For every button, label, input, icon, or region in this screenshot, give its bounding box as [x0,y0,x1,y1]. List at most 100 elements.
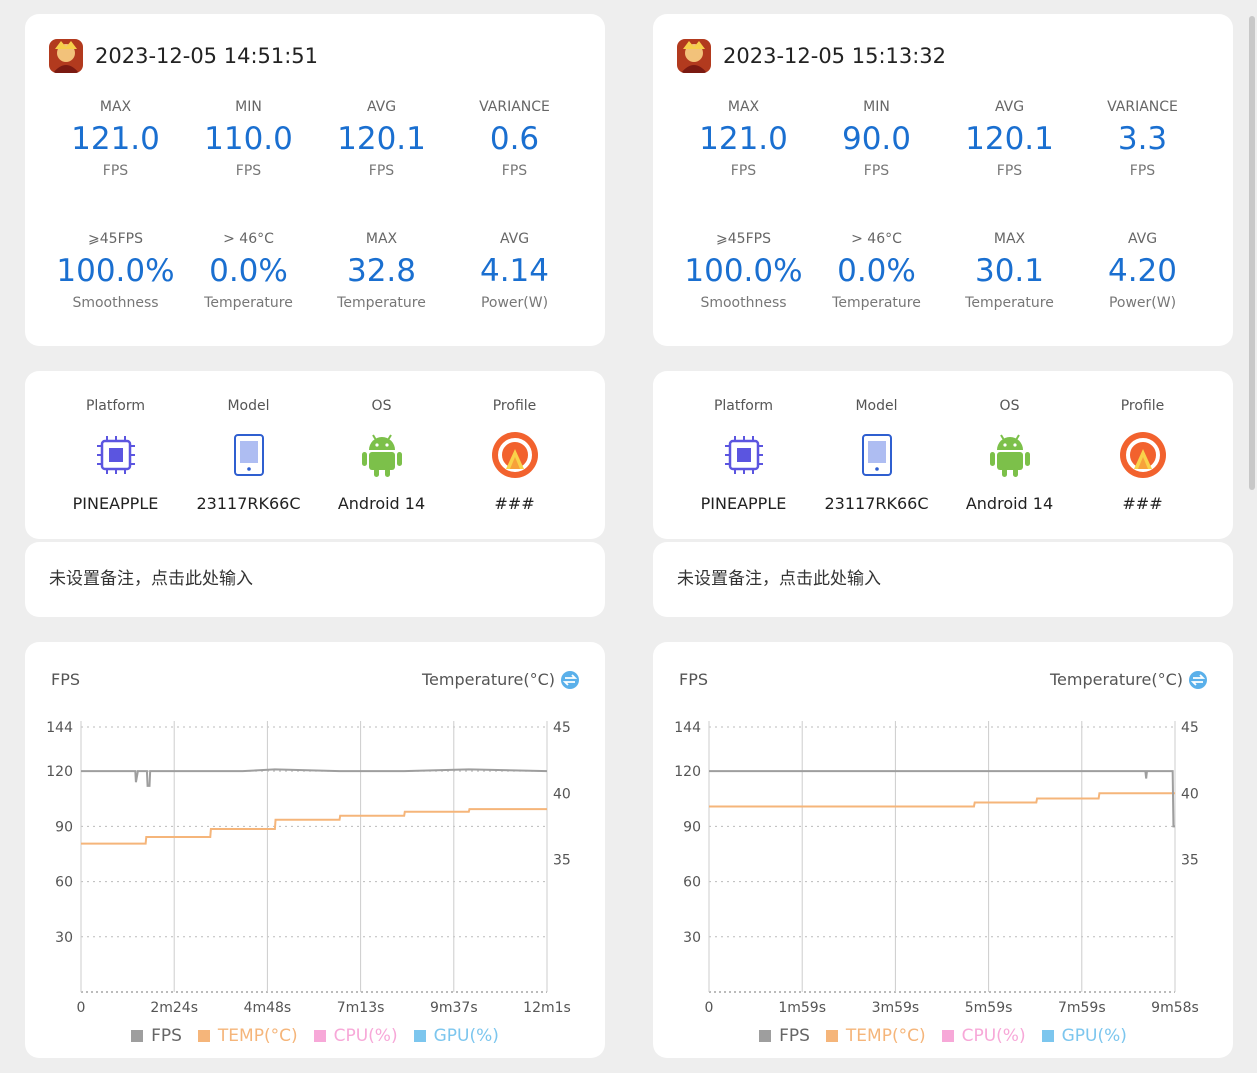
swap-axis-icon[interactable] [1189,671,1207,689]
x-tick-label: 12m1s [523,1000,571,1016]
legend-label: GPU(%) [1061,1026,1127,1046]
y-tick-label: 30 [683,930,701,946]
temperature-axis-title: Temperature(°C) [421,670,555,689]
summary-card[interactable]: 2023-12-05 14:51:51 MAX 121.0 FPS MIN 110.0 F… [25,14,605,346]
scrollbar[interactable] [1249,16,1255,490]
report-header: 2023-12-05 14:51:51 [49,38,318,74]
stat-stats-row1-2: AVG 120.1 FPS [315,98,448,181]
stat-unit: FPS [368,163,395,179]
device-platform: Platform PINEAPPLE [677,397,810,515]
fps-temp-chart[interactable]: 30 60 90 120 144 35 40 45 0 2m24s 4m48s 7m13s 9m37s 1… [25,642,605,1022]
y2-tick-label: 40 [553,786,571,802]
android-icon [315,431,448,479]
stat-label: MIN [863,99,890,115]
stat-unit: FPS [102,163,129,179]
y-tick-label: 30 [55,930,73,946]
stat-label: MAX [993,231,1026,247]
legend-gpu[interactable]: GPU(%) [413,1026,499,1046]
note-input[interactable]: 未设置备注，点击此处输入 [49,569,253,589]
y-tick-label: 90 [55,819,73,835]
device-label: OS [371,398,392,414]
report-header: 2023-12-05 15:13:32 [677,38,946,74]
device-value: 23117RK66C [196,494,301,513]
note-card[interactable]: 未设置备注，点击此处输入 [25,542,605,617]
x-tick-label: 9m37s [430,1000,478,1016]
stat-unit: FPS [1129,163,1156,179]
legend-gpu[interactable]: GPU(%) [1041,1026,1127,1046]
legend-label: GPU(%) [433,1026,499,1046]
stat-unit: Temperature [204,295,293,311]
stat-stats-row1-0: MAX 121.0 FPS [49,98,182,181]
stat-label: ⩾45FPS [716,231,771,247]
device-model: Model 23117RK66C [182,397,315,515]
fps-stats-row: MAX 121.0 FPS MIN 110.0 FPS AVG 120.1 FPS VARIANC… [49,98,581,181]
device-label: Model [855,398,898,414]
summary-card[interactable]: 2023-12-05 15:13:32 MAX 121.0 FPS MIN 90.0 FP… [653,14,1233,346]
stat-unit: FPS [863,163,890,179]
chart-card: 30 60 90 120 144 35 40 45 0 1m59s 3m59s 5m59s 7m59s 9… [653,642,1233,1058]
stat-value: 0.6 [489,121,540,157]
legend-swatch [131,1030,144,1042]
stat-label: MAX [727,99,760,115]
device-value: Android 14 [337,494,426,513]
y-tick-label: 60 [683,875,701,891]
y-tick-label: 120 [674,764,701,780]
device-os: OS Android 14 [943,397,1076,515]
legend-fps[interactable]: FPS [759,1026,810,1046]
x-tick-label: 0 [705,1000,714,1016]
legend-swatch [197,1030,210,1042]
y-tick-label: 120 [46,764,73,780]
stat-unit: FPS [730,163,757,179]
device-value: 23117RK66C [824,494,929,513]
device-label: Platform [85,398,146,414]
note-card[interactable]: 未设置备注，点击此处输入 [653,542,1233,617]
x-tick-label: 0 [77,1000,86,1016]
legend-label: FPS [151,1026,182,1046]
y-tick-label: 90 [683,819,701,835]
fps-temp-chart[interactable]: 30 60 90 120 144 35 40 45 0 1m59s 3m59s 5m59s 7m59s 9… [653,642,1233,1022]
stat-label: > 46°C [851,231,902,247]
stat-unit: Smoothness [72,295,159,311]
stat-value: 32.8 [346,253,417,289]
device-label: Platform [713,398,774,414]
legend-cpu[interactable]: CPU(%) [941,1026,1026,1046]
swap-axis-icon[interactable] [561,671,579,689]
stat-label: VARIANCE [1107,99,1178,115]
fps-stats-row: MAX 121.0 FPS MIN 90.0 FPS AVG 120.1 FPS VARIANCE… [677,98,1209,181]
device-os: OS Android 14 [315,397,448,515]
legend-label: FPS [779,1026,810,1046]
legend-swatch [759,1030,772,1042]
stat-stats-row1-0: MAX 121.0 FPS [677,98,810,181]
y2-tick-label: 45 [1181,720,1199,736]
profile-icon [1076,431,1209,479]
legend-temp[interactable]: TEMP(°C) [197,1026,298,1046]
device-value: PINEAPPLE [700,494,787,513]
stat-stats-row2-0: ⩾45FPS 100.0% Smoothness [677,230,810,313]
stat-value: 100.0% [684,253,803,289]
legend-cpu[interactable]: CPU(%) [313,1026,398,1046]
legend-temp[interactable]: TEMP(°C) [825,1026,926,1046]
note-input[interactable]: 未设置备注，点击此处输入 [677,569,881,589]
stat-value: 120.1 [337,121,426,157]
temp-series-line [81,808,547,845]
stat-value: 121.0 [699,121,788,157]
x-tick-label: 3m59s [872,1000,920,1016]
stat-unit: FPS [501,163,528,179]
device-value: PINEAPPLE [72,494,159,513]
chip-icon [49,431,182,479]
stat-value: 30.1 [974,253,1045,289]
stat-stats-row2-2: MAX 32.8 Temperature [315,230,448,313]
stat-stats-row2-3: AVG 4.14 Power(W) [448,230,581,313]
device-model: Model 23117RK66C [810,397,943,515]
device-platform: Platform PINEAPPLE [49,397,182,515]
fps-series-line [81,768,548,787]
stat-label: AVG [1127,231,1158,247]
stat-value: 3.3 [1117,121,1168,157]
stat-value: 121.0 [71,121,160,157]
stat-stats-row2-1: > 46°C 0.0% Temperature [810,230,943,313]
y-tick-label: 60 [55,875,73,891]
legend-label: CPU(%) [333,1026,398,1046]
legend-fps[interactable]: FPS [131,1026,182,1046]
stat-stats-row1-1: MIN 90.0 FPS [810,98,943,181]
y-tick-label: 144 [674,720,701,736]
